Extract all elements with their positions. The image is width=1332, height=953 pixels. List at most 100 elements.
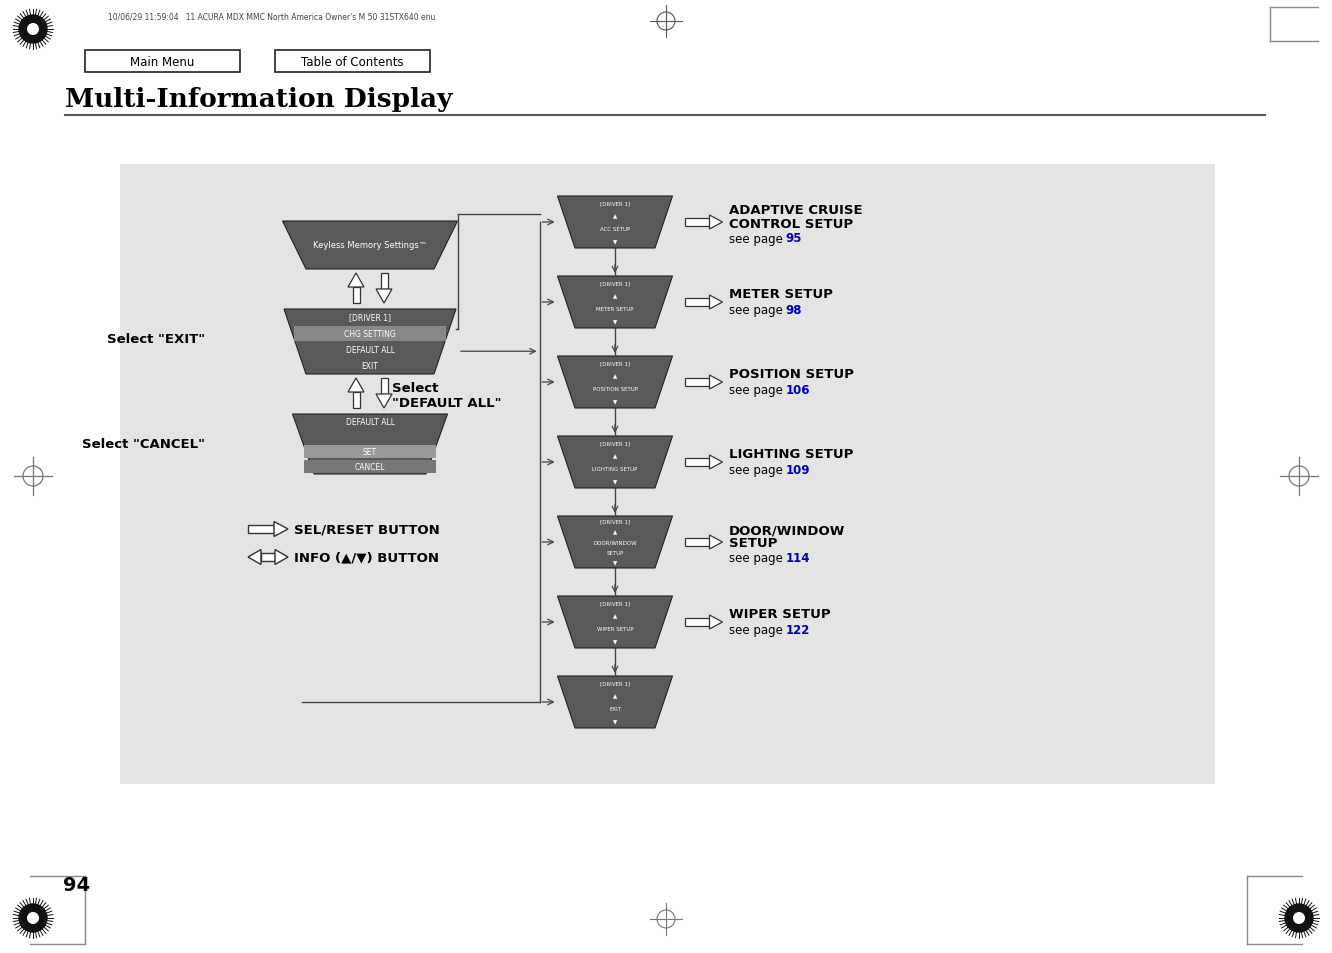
Text: ▲: ▲ [613,374,617,378]
Text: 114: 114 [786,552,810,565]
Text: see page: see page [729,624,786,637]
Text: ADAPTIVE CRUISE: ADAPTIVE CRUISE [729,204,862,217]
Text: [DRIVER 1]: [DRIVER 1] [349,314,392,322]
Text: see page: see page [729,384,786,397]
Bar [353,288,360,304]
Polygon shape [376,395,392,409]
Text: Table of Contents: Table of Contents [301,56,404,70]
Text: EXIT: EXIT [609,706,621,711]
Text: [DRIVER 1]: [DRIVER 1] [599,440,630,446]
Text: ▼: ▼ [613,399,617,405]
Text: 106: 106 [786,384,810,397]
Text: SEL/RESET BUTTON: SEL/RESET BUTTON [294,523,440,536]
Text: ▲: ▲ [613,454,617,458]
Bar [685,538,710,546]
Text: ▲: ▲ [613,530,617,535]
Bar [685,298,710,307]
Circle shape [27,912,39,924]
Text: ▼: ▼ [613,639,617,644]
Text: SET: SET [362,448,377,456]
Text: see page: see page [729,464,786,477]
Text: DOOR/WINDOW: DOOR/WINDOW [593,540,637,545]
Polygon shape [710,375,722,390]
Polygon shape [274,522,288,537]
Text: Select "EXIT": Select "EXIT" [107,333,205,346]
Bar [261,554,274,561]
Text: CHG SETTING: CHG SETTING [344,330,396,338]
Bar [248,525,274,534]
Polygon shape [558,517,673,568]
Circle shape [1285,904,1313,932]
Text: EXIT: EXIT [361,362,378,371]
Polygon shape [558,196,673,249]
Text: Multi-Information Display: Multi-Information Display [65,88,453,112]
Polygon shape [274,550,288,565]
Text: INFO (▲/▼) BUTTON: INFO (▲/▼) BUTTON [294,551,440,564]
Polygon shape [348,274,364,288]
Text: Select
"DEFAULT ALL": Select "DEFAULT ALL" [392,381,502,410]
Bar [120,165,1215,784]
Polygon shape [248,550,261,565]
Text: METER SETUP: METER SETUP [729,288,832,301]
Bar [304,460,436,474]
Polygon shape [558,436,673,489]
Text: POSITION SETUP: POSITION SETUP [593,387,638,392]
Text: 109: 109 [786,464,810,477]
Text: [DRIVER 1]: [DRIVER 1] [599,680,630,685]
Polygon shape [710,616,722,629]
Polygon shape [710,295,722,310]
Text: ▲: ▲ [613,213,617,219]
Text: Keyless Memory Settings™: Keyless Memory Settings™ [313,241,428,251]
Bar [353,393,360,409]
Bar [381,378,388,395]
Text: ▼: ▼ [613,720,617,724]
Text: POSITION SETUP: POSITION SETUP [729,368,854,381]
Text: CANCEL: CANCEL [354,462,385,472]
Text: see page: see page [729,233,786,245]
Text: [DRIVER 1]: [DRIVER 1] [599,519,630,524]
Polygon shape [558,276,673,329]
Text: ▼: ▼ [613,319,617,325]
Text: [DRIVER 1]: [DRIVER 1] [599,360,630,366]
Circle shape [19,16,47,44]
Circle shape [27,24,39,36]
Bar [685,458,710,467]
Bar [685,378,710,387]
Text: [DRIVER 1]: [DRIVER 1] [599,201,630,206]
Text: 94: 94 [63,876,91,895]
Text: SETUP: SETUP [606,550,623,556]
Polygon shape [284,310,456,375]
Bar [274,51,430,73]
Polygon shape [558,356,673,409]
Text: ▲: ▲ [613,693,617,699]
Bar [685,219,710,227]
Bar [294,327,446,341]
Text: 122: 122 [786,624,810,637]
Bar [381,274,388,290]
Text: see page: see page [729,304,786,317]
Polygon shape [710,215,722,230]
Text: DEFAULT ALL: DEFAULT ALL [345,417,394,427]
Text: DOOR/WINDOW: DOOR/WINDOW [729,524,844,537]
Polygon shape [558,677,673,728]
Polygon shape [348,378,364,393]
Text: WIPER SETUP: WIPER SETUP [597,626,633,631]
Text: ▼: ▼ [613,240,617,245]
Text: ▲: ▲ [613,294,617,298]
Text: CONTROL SETUP: CONTROL SETUP [729,217,852,231]
Text: see page: see page [729,552,786,565]
Text: 10/06/29 11:59:04   11 ACURA MDX MMC North America Owner's M 50 31STX640 enu: 10/06/29 11:59:04 11 ACURA MDX MMC North… [108,13,436,22]
Polygon shape [710,456,722,470]
Circle shape [1293,912,1305,924]
Bar [685,618,710,626]
Text: SETUP: SETUP [729,537,777,550]
Text: ▼: ▼ [613,560,617,566]
Polygon shape [558,597,673,648]
Text: METER SETUP: METER SETUP [597,307,634,312]
Text: 98: 98 [786,304,802,317]
Text: ▲: ▲ [613,614,617,618]
Text: [DRIVER 1]: [DRIVER 1] [599,600,630,605]
Polygon shape [282,222,457,270]
Text: Main Menu: Main Menu [131,56,194,70]
Text: [DRIVER 1]: [DRIVER 1] [599,281,630,286]
